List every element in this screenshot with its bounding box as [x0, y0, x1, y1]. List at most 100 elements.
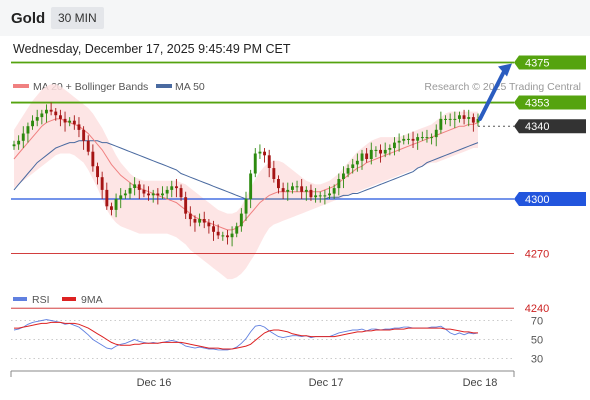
- price-tag-text-4353: 4353: [525, 98, 549, 110]
- x-axis-label: Dec 17: [309, 377, 344, 389]
- candle-body: [40, 113, 44, 118]
- rsi-tick-50: 50: [531, 335, 543, 347]
- candle-body: [114, 199, 118, 210]
- candle-body: [63, 118, 67, 123]
- candle-body: [230, 233, 234, 238]
- candle-body: [49, 109, 53, 112]
- candle-body: [239, 213, 243, 227]
- price-tag-text-4375: 4375: [525, 58, 549, 70]
- candle-body: [86, 140, 90, 152]
- candle-body: [430, 137, 434, 139]
- candle-body: [476, 118, 480, 123]
- candle-body: [31, 120, 34, 127]
- candle-body: [105, 189, 109, 207]
- price-tag-4375: [514, 55, 586, 70]
- candle-body: [439, 118, 443, 130]
- candle-body: [12, 144, 16, 147]
- candle-body: [420, 137, 424, 139]
- candle-body: [351, 164, 355, 168]
- candle-body: [300, 186, 304, 192]
- candle-body: [170, 186, 174, 190]
- candle-body: [467, 117, 471, 119]
- candle-body: [96, 166, 99, 178]
- candle-body: [244, 199, 248, 214]
- candle-body: [226, 235, 229, 238]
- candle-body: [355, 160, 359, 165]
- candle-body: [314, 195, 318, 198]
- candle-body: [35, 117, 39, 121]
- candle-body: [304, 189, 308, 192]
- candle-body: [59, 115, 62, 119]
- bollinger-band: [14, 84, 478, 280]
- candle-body: [151, 193, 155, 196]
- candle-body: [253, 153, 257, 174]
- x-axis-label: Dec 18: [463, 377, 498, 389]
- candle-body: [110, 206, 113, 210]
- candle-body: [188, 213, 192, 220]
- candle-body: [360, 153, 364, 161]
- candle-body: [337, 179, 341, 189]
- candle-body: [397, 140, 401, 143]
- candle-body: [453, 118, 457, 120]
- candle-body: [393, 142, 396, 149]
- candle-body: [374, 149, 378, 151]
- price-label-4240: 4240: [525, 303, 549, 315]
- candle-body: [458, 115, 461, 119]
- candle-body: [346, 168, 350, 174]
- candle-body: [411, 138, 415, 141]
- candle-body: [263, 151, 266, 156]
- candle-body: [119, 195, 123, 199]
- candle-body: [462, 115, 466, 119]
- ma50-legend-swatch: [156, 84, 172, 88]
- candle-body: [444, 118, 447, 120]
- candle-body: [291, 186, 294, 190]
- candle-body: [235, 226, 239, 234]
- candle-body: [133, 184, 137, 188]
- candle-body: [416, 137, 420, 141]
- candle-body: [123, 193, 127, 196]
- rsi-legend-swatch: [13, 297, 27, 301]
- candle-body: [212, 226, 215, 232]
- candle-body: [216, 231, 220, 236]
- forecast-arrow: [478, 69, 506, 121]
- candle-body: [448, 118, 452, 120]
- interval-button[interactable]: 30 MIN: [51, 7, 104, 29]
- candle-body: [179, 188, 183, 198]
- symbol-title: Gold: [11, 10, 46, 27]
- candle-body: [365, 153, 369, 159]
- candle-body: [156, 193, 160, 196]
- title-bar: Gold 30 MIN: [0, 0, 590, 36]
- candle-body: [21, 133, 25, 141]
- ma50-legend-label: MA 50: [175, 81, 205, 93]
- candle-body: [72, 120, 76, 125]
- candle-body: [277, 179, 280, 189]
- candle-body: [221, 235, 225, 237]
- rsi-ma-legend-swatch: [62, 297, 76, 301]
- price-tag-4300: [514, 192, 586, 206]
- rsi-tick-30: 30: [531, 354, 543, 366]
- candle-body: [388, 148, 392, 150]
- candle-body: [272, 168, 276, 179]
- candle-body: [383, 149, 387, 154]
- candle-body: [281, 188, 285, 192]
- candle-body: [26, 126, 30, 134]
- candle-body: [91, 151, 95, 167]
- candle-body: [207, 222, 211, 227]
- candle-body: [328, 193, 331, 196]
- candle-body: [332, 188, 336, 194]
- candle-body: [137, 184, 141, 190]
- candle-body: [323, 195, 327, 197]
- forecast-arrowhead: [498, 63, 512, 77]
- candle-body: [402, 138, 406, 141]
- candle-body: [82, 129, 86, 141]
- candle-body: [267, 155, 271, 168]
- candle-body: [193, 219, 197, 223]
- candle-body: [286, 189, 290, 192]
- research-credit: Research © 2025 Trading Central: [424, 81, 581, 93]
- candle-body: [165, 189, 169, 194]
- candle-body: [407, 138, 410, 140]
- candle-body: [77, 124, 81, 130]
- candle-body: [202, 219, 206, 223]
- price-tag-4353: [514, 95, 586, 110]
